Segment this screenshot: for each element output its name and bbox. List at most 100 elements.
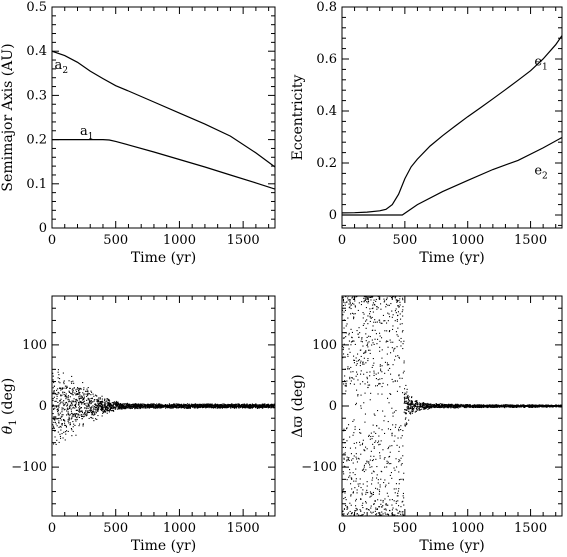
data-point	[401, 377, 403, 379]
data-point	[409, 404, 411, 406]
data-point	[372, 325, 374, 327]
data-point	[362, 502, 364, 504]
data-point	[94, 403, 96, 405]
data-point	[398, 426, 400, 428]
data-point	[353, 455, 355, 457]
data-point	[539, 404, 541, 406]
data-point	[224, 404, 226, 406]
data-point	[155, 404, 157, 406]
data-point	[88, 403, 90, 405]
data-point	[490, 406, 492, 408]
data-point	[351, 488, 353, 490]
data-point	[113, 401, 115, 403]
data-point	[184, 405, 186, 407]
data-point	[343, 327, 345, 329]
data-point	[466, 404, 468, 406]
data-point	[371, 460, 373, 462]
data-point	[360, 304, 362, 306]
y-axis-title: Semimajor Axis (AU)	[0, 43, 16, 191]
data-point	[104, 404, 106, 406]
data-point	[370, 505, 372, 507]
data-point	[405, 412, 407, 414]
data-point	[67, 396, 69, 398]
data-point	[424, 404, 426, 406]
data-point	[251, 403, 253, 405]
data-point	[350, 380, 352, 382]
data-point	[67, 399, 69, 401]
data-point	[99, 405, 101, 407]
data-point	[140, 403, 142, 405]
data-point	[75, 389, 77, 391]
data-point	[171, 406, 173, 408]
data-point	[184, 404, 186, 406]
data-point	[362, 317, 364, 319]
data-point	[346, 380, 348, 382]
data-point	[255, 404, 257, 406]
data-point	[261, 404, 263, 406]
data-point	[373, 370, 375, 372]
data-point	[434, 404, 436, 406]
data-point	[365, 350, 367, 352]
data-point	[257, 406, 259, 408]
data-point	[68, 405, 70, 407]
data-point	[121, 404, 123, 406]
data-point	[348, 340, 350, 342]
data-point	[343, 457, 345, 459]
data-point	[97, 400, 99, 402]
data-point	[370, 492, 372, 494]
data-point	[255, 403, 257, 405]
data-point	[83, 416, 85, 418]
data-point	[360, 340, 362, 342]
data-point	[387, 346, 389, 348]
data-point	[404, 409, 406, 411]
data-point	[349, 447, 351, 449]
data-point	[235, 406, 237, 408]
data-point	[135, 404, 137, 406]
data-point	[57, 431, 59, 433]
data-point	[62, 401, 64, 403]
data-point	[73, 401, 75, 403]
data-point	[459, 406, 461, 408]
data-point	[402, 343, 404, 345]
data-point	[385, 503, 387, 505]
data-point	[271, 406, 273, 408]
data-point	[77, 414, 79, 416]
data-point	[546, 406, 548, 408]
data-point	[455, 407, 457, 409]
data-point	[118, 405, 120, 407]
data-point	[162, 405, 164, 407]
data-point	[69, 387, 71, 389]
data-point	[388, 402, 390, 404]
data-point	[385, 299, 387, 301]
data-point	[369, 313, 371, 315]
data-point	[344, 375, 346, 377]
data-point	[376, 477, 378, 479]
data-point	[164, 404, 166, 406]
data-point	[52, 392, 54, 394]
data-point	[113, 407, 115, 409]
data-point	[165, 407, 167, 409]
data-point	[61, 394, 63, 396]
data-point	[506, 404, 508, 406]
data-point	[107, 410, 109, 412]
data-point	[112, 409, 114, 411]
data-point	[81, 395, 83, 397]
data-point	[343, 473, 345, 475]
data-point	[173, 404, 175, 406]
data-point	[358, 336, 360, 338]
data-point	[556, 406, 558, 408]
data-point	[401, 435, 403, 437]
data-point	[249, 406, 251, 408]
data-point	[348, 307, 350, 309]
data-point	[72, 380, 74, 382]
data-point	[346, 440, 348, 442]
data-point	[126, 404, 128, 406]
data-point	[161, 406, 163, 408]
data-point	[376, 306, 378, 308]
data-point	[114, 407, 116, 409]
data-point	[385, 509, 387, 511]
data-point	[159, 404, 161, 406]
data-point	[351, 478, 353, 480]
data-point	[144, 404, 146, 406]
